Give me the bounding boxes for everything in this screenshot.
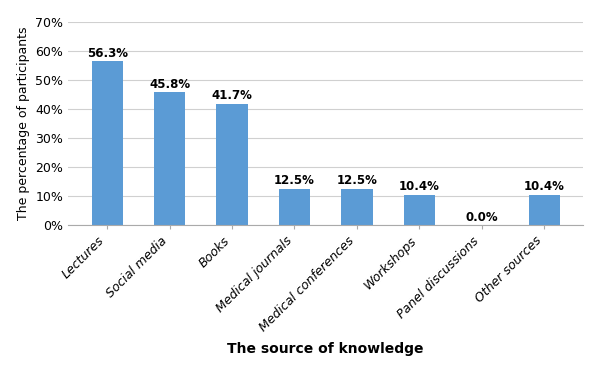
Text: 41.7%: 41.7% [212, 90, 253, 103]
X-axis label: The source of knowledge: The source of knowledge [227, 342, 424, 356]
Bar [341, 189, 373, 225]
Text: 45.8%: 45.8% [149, 78, 190, 91]
Bar [279, 189, 310, 225]
Text: 10.4%: 10.4% [399, 181, 440, 194]
Bar [154, 92, 185, 225]
Bar [529, 195, 560, 225]
Text: 0.0%: 0.0% [466, 211, 498, 224]
Bar [404, 195, 435, 225]
Text: 12.5%: 12.5% [274, 174, 315, 187]
Text: 12.5%: 12.5% [337, 174, 377, 187]
Text: 56.3%: 56.3% [86, 47, 128, 60]
Bar [92, 62, 123, 225]
Y-axis label: The percentage of participants: The percentage of participants [17, 26, 29, 220]
Text: 10.4%: 10.4% [524, 181, 565, 194]
Bar [217, 104, 248, 225]
